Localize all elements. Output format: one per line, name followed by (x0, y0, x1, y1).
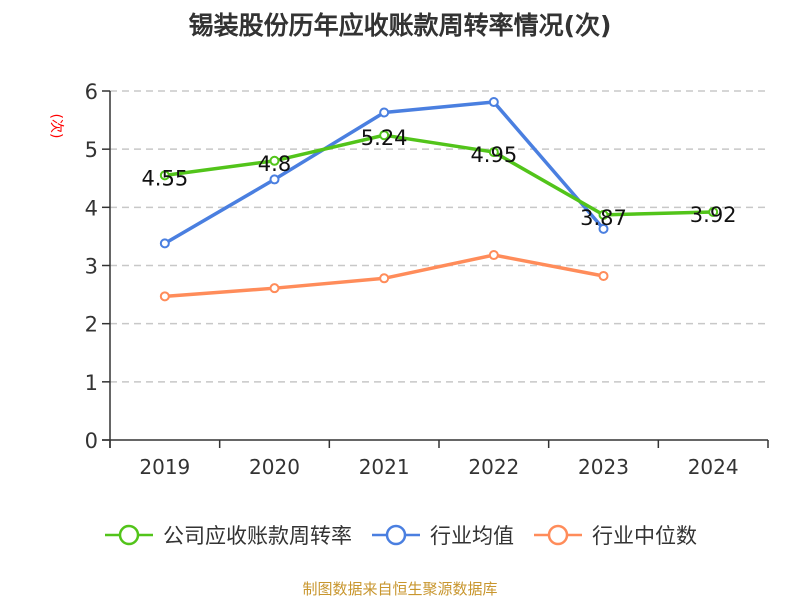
y-tick-label: 5 (85, 138, 98, 162)
legend-label-company: 公司应收账款周转率 (163, 524, 352, 548)
data-point (269, 174, 280, 185)
legend-item-company[interactable]: 公司应收账款周转率 (103, 520, 352, 550)
data-point (488, 147, 499, 158)
y-tick-label: 2 (85, 313, 98, 337)
data-label: 4.8 (258, 152, 291, 176)
x-tick-label: 2019 (139, 455, 190, 479)
legend-item-industry-mean[interactable]: 行业均值 (370, 520, 514, 550)
legend: 公司应收账款周转率 行业均值 行业中位数 (0, 520, 800, 550)
data-point (708, 206, 719, 217)
data-label: 3.92 (690, 203, 737, 227)
y-tick-label: 6 (85, 80, 98, 104)
data-label: 3.87 (580, 206, 627, 230)
data-point (598, 209, 609, 220)
data-point (269, 155, 280, 166)
data-point (379, 130, 390, 141)
x-tick-label: 2020 (249, 455, 300, 479)
legend-marker-company-icon (105, 524, 153, 546)
legend-marker-industry-mean-icon (372, 524, 420, 546)
data-point (159, 238, 170, 249)
legend-item-industry-median[interactable]: 行业中位数 (532, 520, 697, 550)
y-tick-label: 0 (85, 429, 98, 453)
data-source: 制图数据来自恒生聚源数据库 (302, 580, 498, 598)
data-point (379, 107, 390, 118)
data-label: 4.55 (141, 166, 188, 190)
x-tick-label: 2022 (468, 455, 519, 479)
y-axis-label: (次) (48, 114, 64, 139)
y-tick-label: 4 (85, 196, 98, 220)
legend-marker-industry-median-icon (534, 524, 582, 546)
data-label: 4.95 (470, 143, 517, 167)
x-tick-label: 2023 (578, 455, 629, 479)
series-line (164, 133, 714, 217)
data-point (269, 283, 280, 294)
series-line (163, 100, 605, 245)
y-tick-label: 3 (85, 255, 98, 279)
x-tick-label: 2021 (359, 455, 410, 479)
x-tick-label: 2024 (688, 455, 739, 479)
data-point (488, 250, 499, 261)
y-tick-label: 1 (85, 371, 98, 395)
legend-label-industry-median: 行业中位数 (592, 524, 697, 548)
data-point (379, 273, 390, 284)
data-label: 5.24 (361, 126, 408, 150)
data-point (598, 270, 609, 281)
data-point (488, 97, 499, 108)
chart-title: 锡装股份历年应收账款周转率情况(次) (188, 11, 612, 40)
data-point (159, 170, 170, 181)
data-point (159, 291, 170, 302)
legend-label-industry-mean: 行业均值 (430, 524, 514, 548)
data-point (598, 223, 609, 234)
